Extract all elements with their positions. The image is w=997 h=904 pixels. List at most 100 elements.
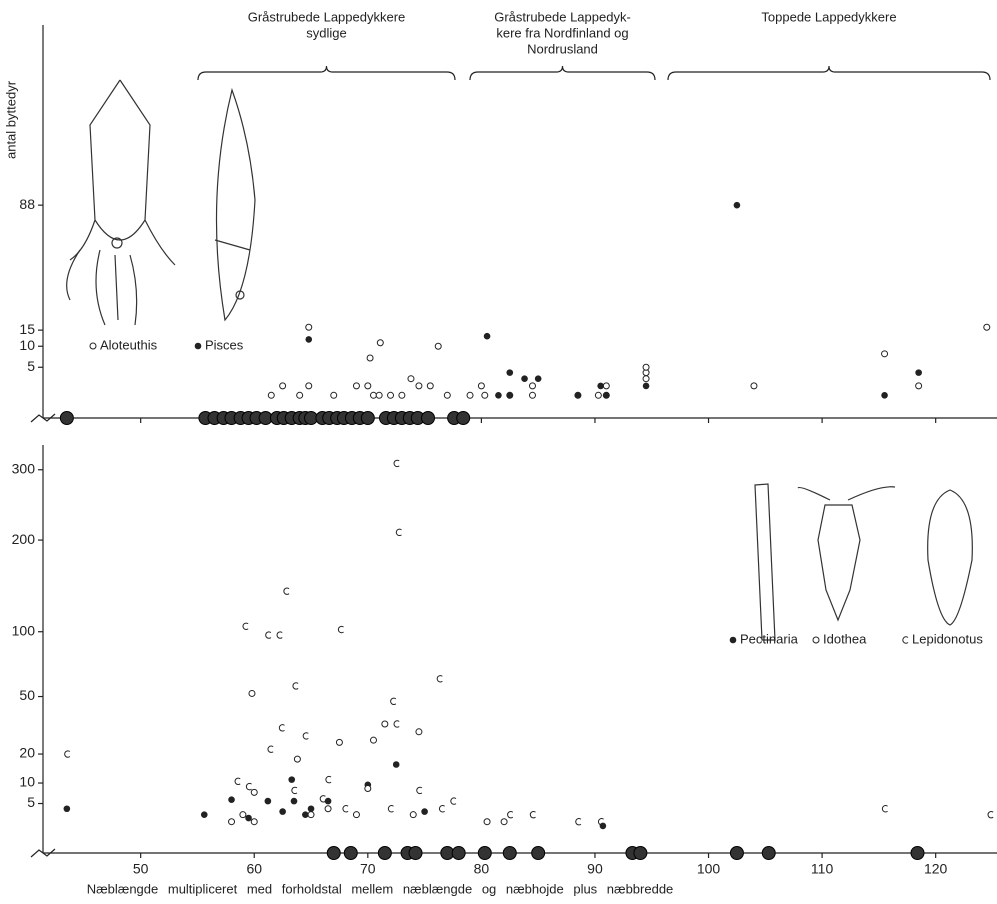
legend-marker bbox=[195, 343, 202, 350]
point-open bbox=[367, 355, 373, 361]
group-label: Gråstrubede Lappedykkere bbox=[248, 9, 406, 24]
legend-marker bbox=[903, 637, 908, 643]
point-c bbox=[279, 725, 284, 731]
zero-dot bbox=[730, 847, 743, 860]
legend-label: Idothea bbox=[823, 631, 867, 646]
point-open bbox=[529, 383, 535, 389]
point-filled bbox=[393, 761, 400, 768]
point-c bbox=[437, 676, 442, 682]
x-axis-label: Næblængde multipliceret med forholdstal … bbox=[87, 881, 674, 896]
point-open bbox=[501, 819, 507, 825]
zero-dot bbox=[634, 847, 647, 860]
point-open bbox=[325, 806, 331, 812]
point-open bbox=[388, 392, 394, 398]
point-filled bbox=[597, 383, 604, 390]
point-open bbox=[306, 324, 312, 330]
point-open bbox=[376, 392, 382, 398]
point-filled bbox=[506, 392, 513, 399]
point-filled bbox=[305, 336, 312, 343]
point-c bbox=[882, 806, 887, 812]
point-open bbox=[370, 737, 376, 743]
point-open bbox=[478, 383, 484, 389]
point-filled bbox=[228, 796, 235, 803]
point-open bbox=[240, 812, 246, 818]
point-filled bbox=[600, 823, 607, 830]
point-open bbox=[427, 383, 433, 389]
point-open bbox=[331, 392, 337, 398]
point-c bbox=[396, 529, 401, 535]
lepidonotus-drawing bbox=[928, 490, 973, 625]
x-tick-label: 80 bbox=[474, 861, 490, 877]
legend-label: Pisces bbox=[205, 337, 244, 352]
pectinaria-drawing bbox=[755, 484, 775, 640]
point-open bbox=[603, 383, 609, 389]
point-filled bbox=[495, 392, 502, 399]
squid-drawing bbox=[70, 80, 175, 265]
point-open bbox=[294, 756, 300, 762]
point-filled bbox=[245, 815, 252, 822]
point-open bbox=[435, 343, 441, 349]
point-filled bbox=[421, 808, 428, 815]
zero-dot bbox=[911, 847, 924, 860]
point-open bbox=[336, 739, 342, 745]
point-c bbox=[530, 811, 535, 817]
group-label: kere fra Nordfinland og bbox=[496, 25, 628, 40]
x-tick-label: 70 bbox=[360, 861, 376, 877]
point-open bbox=[482, 392, 488, 398]
point-c bbox=[235, 778, 240, 784]
point-open bbox=[410, 812, 416, 818]
point-open bbox=[370, 392, 376, 398]
point-c bbox=[284, 588, 289, 594]
y-tick-label: 10 bbox=[19, 774, 35, 790]
legend-marker bbox=[813, 637, 819, 643]
point-open bbox=[229, 819, 235, 825]
legend-marker bbox=[730, 637, 737, 644]
point-open bbox=[399, 392, 405, 398]
point-filled bbox=[575, 392, 582, 399]
point-c bbox=[439, 806, 444, 812]
legend-label: Pectinaria bbox=[740, 631, 799, 646]
point-open bbox=[377, 340, 383, 346]
point-c bbox=[576, 819, 581, 825]
x-tick-label: 50 bbox=[133, 861, 149, 877]
point-c bbox=[303, 733, 308, 739]
zero-dot bbox=[60, 412, 73, 425]
point-filled bbox=[291, 798, 298, 805]
fish-drawing bbox=[215, 90, 255, 320]
zero-dot bbox=[361, 412, 374, 425]
y-tick-label: 50 bbox=[19, 687, 35, 703]
point-c bbox=[338, 626, 343, 632]
point-filled bbox=[484, 333, 491, 340]
point-c bbox=[292, 787, 297, 793]
zero-dot bbox=[422, 412, 435, 425]
point-open bbox=[251, 819, 257, 825]
point-open bbox=[306, 383, 312, 389]
point-open bbox=[268, 392, 274, 398]
zero-dot bbox=[457, 412, 470, 425]
x-tick-label: 60 bbox=[246, 861, 262, 877]
point-filled bbox=[201, 811, 208, 818]
point-open bbox=[382, 721, 388, 727]
point-open bbox=[365, 785, 371, 791]
point-open bbox=[529, 392, 535, 398]
point-open bbox=[643, 364, 649, 370]
point-filled bbox=[288, 776, 295, 783]
point-open bbox=[416, 729, 422, 735]
x-tick-label: 120 bbox=[924, 861, 948, 877]
point-c bbox=[417, 787, 422, 793]
group-label: Gråstrubede Lappedyk- bbox=[494, 9, 631, 24]
point-open bbox=[882, 351, 888, 357]
x-tick-label: 90 bbox=[587, 861, 603, 877]
idothea-drawing bbox=[798, 487, 895, 620]
point-c bbox=[243, 623, 248, 629]
point-filled bbox=[265, 798, 272, 805]
point-c bbox=[326, 776, 331, 782]
y-tick-label: 100 bbox=[12, 622, 36, 638]
group-brace bbox=[470, 66, 655, 80]
group-label: Toppede Lappedykkere bbox=[761, 9, 896, 24]
point-c bbox=[394, 721, 399, 727]
point-open bbox=[408, 376, 414, 382]
point-filled bbox=[521, 375, 528, 382]
point-open bbox=[916, 383, 922, 389]
point-c bbox=[246, 783, 251, 789]
